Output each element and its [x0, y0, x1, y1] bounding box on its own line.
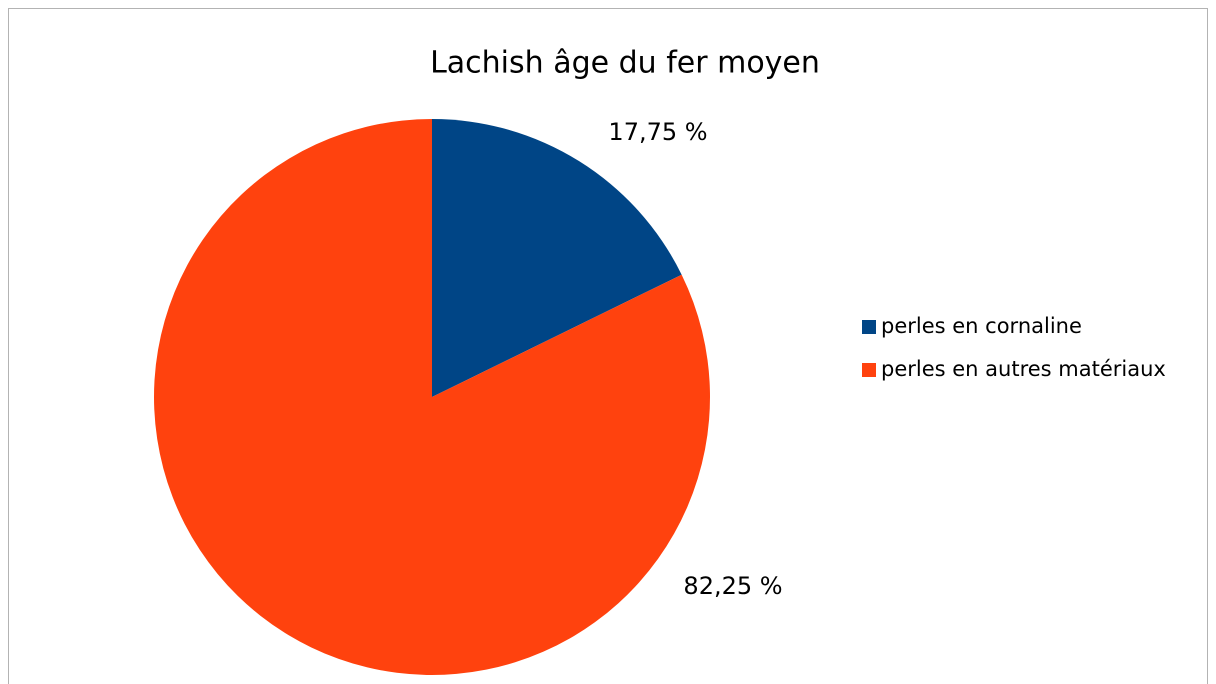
chart-title: Lachish âge du fer moyen	[430, 46, 820, 81]
legend-swatch	[862, 363, 876, 377]
legend-label: perles en autres matériaux	[881, 357, 1166, 381]
pie-slice	[154, 119, 710, 676]
data-label: 82,25 %	[683, 572, 782, 600]
data-label: 17,75 %	[608, 118, 707, 146]
pie-slice	[432, 119, 682, 397]
legend-swatch	[862, 320, 876, 334]
chart-border	[8, 8, 1208, 684]
legend-label: perles en cornaline	[881, 314, 1082, 338]
